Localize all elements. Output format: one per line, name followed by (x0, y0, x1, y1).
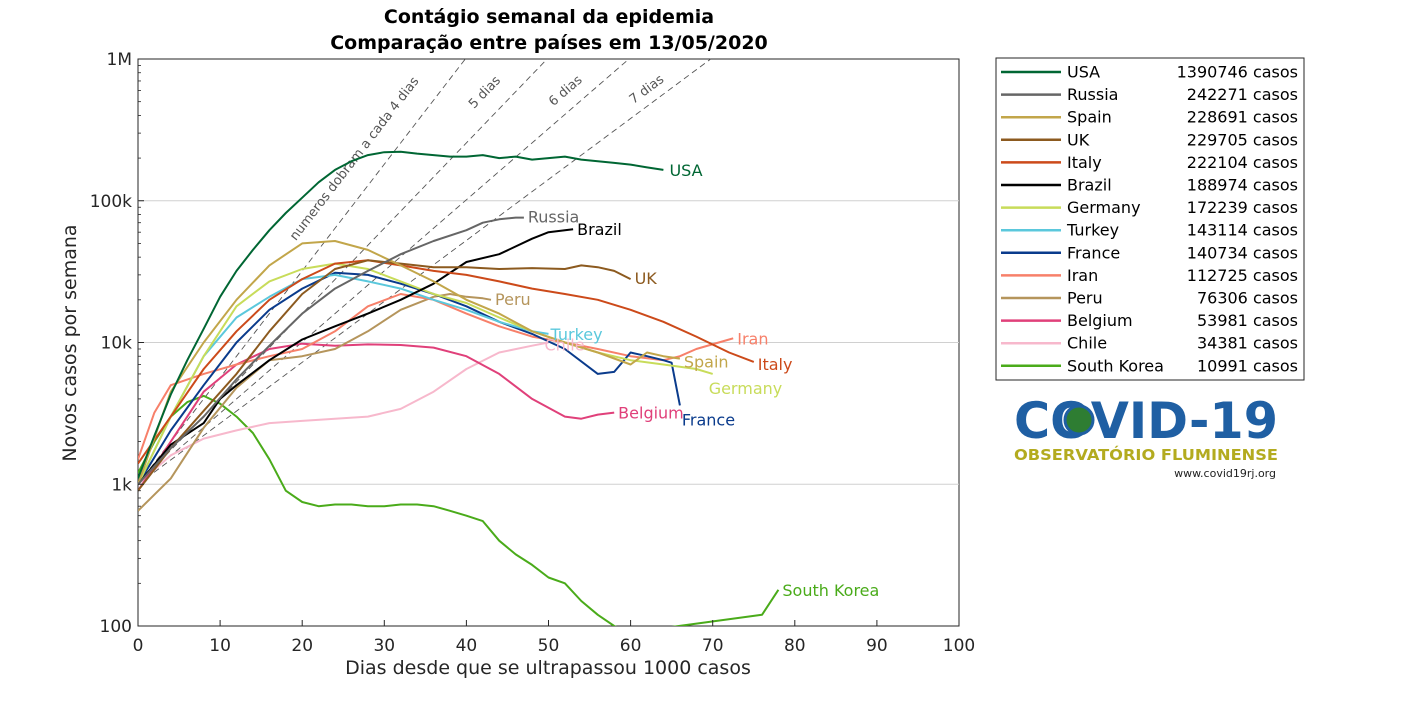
series-label-chile: Chile (545, 336, 585, 355)
series-layer (138, 150, 780, 626)
series-line-brazil (138, 228, 574, 485)
series-line-chile (138, 341, 549, 486)
series-label-uk: UK (635, 269, 658, 288)
series-label-south-korea: South Korea (782, 581, 879, 600)
legend-entry-name: USA (1067, 63, 1100, 82)
y-tick-label: 1k (111, 475, 132, 495)
doubling-guide-line (137, 58, 548, 485)
legend-entry-total: 143114 casos (1187, 221, 1298, 240)
legend-entry-total: 76306 casos (1197, 289, 1298, 308)
legend-entry-name: Belgium (1067, 311, 1133, 330)
logo-url: www.covid19rj.org (1174, 467, 1276, 480)
logo-word: COVID-19 (1014, 392, 1278, 450)
series-label-turkey: Turkey (550, 325, 603, 344)
logo-subtitle: OBSERVATÓRIO FLUMINENSE (1014, 445, 1278, 464)
legend-entry-name: Brazil (1067, 176, 1112, 195)
y-axis-label: Novos casos por semana (59, 224, 81, 461)
axis-ticks: 100 1k 10k 100k 1M 0 10 20 30 40 50 60 70 80 90 100 (90, 50, 976, 656)
legend-entry-total: 1390746 casos (1177, 63, 1298, 82)
legend-entry-name: UK (1067, 130, 1090, 149)
series-line-usa (138, 150, 664, 479)
virus-icon (1063, 404, 1095, 436)
series-label-peru: Peru (495, 290, 531, 309)
legend-entry-name: Italy (1067, 153, 1102, 172)
x-tick-label: 40 (456, 636, 478, 656)
legend-entry-name: France (1067, 243, 1120, 262)
legend-entry-name: Turkey (1066, 221, 1119, 240)
x-tick-label: 100 (943, 636, 975, 656)
y-tick-label: 10k (101, 334, 133, 354)
x-tick-label: 60 (620, 636, 642, 656)
series-label-italy: Italy (758, 355, 793, 374)
legend-entry-name: Spain (1067, 108, 1112, 127)
x-tick-label: 50 (538, 636, 560, 656)
legend-entry-total: 112725 casos (1187, 266, 1298, 285)
y-tick-label: 100k (90, 192, 132, 212)
x-axis-label: Dias desde que se ultrapassou 1000 casos (345, 657, 751, 679)
plot-area: numeros dobram a cada 4 dias 5 dias 6 dias… (90, 50, 976, 656)
legend-entry-total: 172239 casos (1187, 198, 1298, 217)
legend-entry-name: Russia (1067, 85, 1118, 104)
x-tick-label: 90 (866, 636, 888, 656)
series-end-labels: USA Russia Spain UK Italy Brazil Germany Turkey… (495, 161, 879, 600)
legend-entry-total: 53981 casos (1197, 311, 1298, 330)
series-label-russia: Russia (528, 208, 579, 227)
legend-entry-total: 222104 casos (1187, 153, 1298, 172)
x-tick-label: 20 (291, 636, 313, 656)
series-line-uk (138, 259, 632, 492)
covid19-logo: COVID-19 OBSERVATÓRIO FLUMINENSE www.cov… (1014, 392, 1278, 480)
series-label-belgium: Belgium (618, 404, 684, 423)
legend: USA 1390746 casos Russia 242271 casos Spain 2… (995, 57, 1305, 381)
legend-entry-total: 10991 casos (1197, 356, 1298, 375)
y-tick-label: 1M (107, 50, 132, 70)
series-line-peru (138, 293, 492, 512)
legend-entry-name: Germany (1067, 198, 1141, 217)
series-label-brazil: Brazil (577, 220, 622, 239)
legend-entry-total: 229705 casos (1187, 130, 1298, 149)
series-line-spain (138, 240, 681, 485)
legend-entry-total: 188974 casos (1187, 176, 1298, 195)
chart-subtitle: Comparação entre países em 13/05/2020 (330, 32, 768, 54)
series-line-turkey (138, 273, 549, 485)
y-tick-label: 100 (100, 617, 132, 637)
doubling-guide-line (137, 58, 712, 485)
legend-entry-total: 140734 casos (1187, 243, 1298, 262)
series-label-france: France (682, 410, 735, 429)
x-tick-label: 0 (133, 636, 144, 656)
x-tick-label: 70 (702, 636, 724, 656)
series-line-belgium (138, 342, 615, 492)
series-line-russia (138, 216, 524, 485)
x-tick-label: 10 (209, 636, 231, 656)
series-line-south-korea (138, 394, 780, 626)
series-line-germany (138, 262, 713, 485)
x-tick-label: 80 (784, 636, 806, 656)
legend-entry-name: Chile (1067, 334, 1107, 353)
legend-entry-name: South Korea (1067, 356, 1164, 375)
doubling-guide-line (137, 58, 630, 485)
series-line-france (138, 271, 681, 485)
legend-entry-name: Peru (1067, 289, 1103, 308)
series-label-usa: USA (669, 161, 702, 180)
chart-title: Contágio semanal da epidemia (384, 6, 714, 28)
legend-entry-name: Iran (1067, 266, 1098, 285)
series-label-iran: Iran (737, 329, 768, 348)
series-label-germany: Germany (709, 379, 783, 398)
series-line-italy (138, 259, 755, 465)
x-tick-label: 30 (373, 636, 395, 656)
legend-entry-total: 34381 casos (1197, 334, 1298, 353)
legend-entry-total: 242271 casos (1187, 85, 1298, 104)
legend-entry-total: 228691 casos (1187, 108, 1298, 127)
series-label-spain: Spain (684, 353, 729, 372)
